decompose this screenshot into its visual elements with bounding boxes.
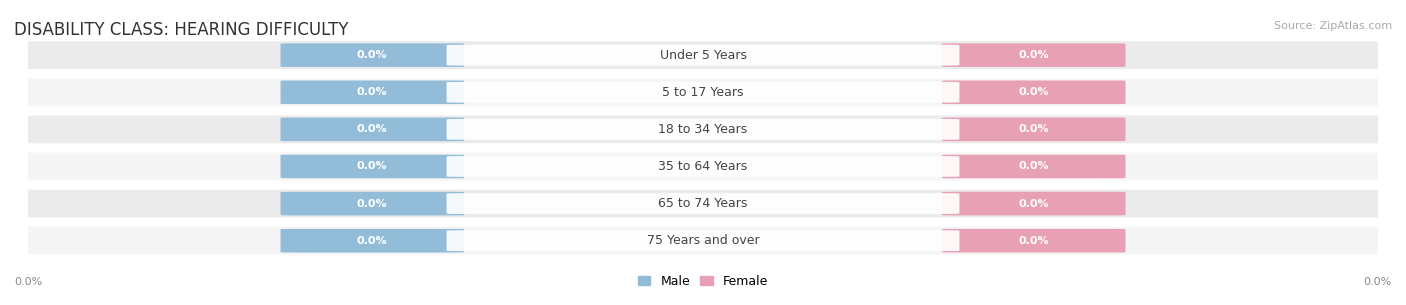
FancyBboxPatch shape bbox=[942, 155, 1125, 178]
Text: 0.0%: 0.0% bbox=[1018, 161, 1049, 171]
Text: Under 5 Years: Under 5 Years bbox=[659, 49, 747, 62]
FancyBboxPatch shape bbox=[21, 116, 1385, 143]
FancyBboxPatch shape bbox=[447, 230, 959, 251]
FancyBboxPatch shape bbox=[942, 43, 1125, 67]
FancyBboxPatch shape bbox=[281, 192, 464, 215]
FancyBboxPatch shape bbox=[942, 81, 1125, 104]
FancyBboxPatch shape bbox=[21, 152, 1385, 180]
Text: 0.0%: 0.0% bbox=[14, 277, 42, 287]
Text: 0.0%: 0.0% bbox=[1364, 277, 1392, 287]
Text: 0.0%: 0.0% bbox=[1018, 50, 1049, 60]
Text: Source: ZipAtlas.com: Source: ZipAtlas.com bbox=[1274, 21, 1392, 31]
FancyBboxPatch shape bbox=[21, 41, 1385, 69]
Text: 0.0%: 0.0% bbox=[357, 124, 388, 135]
FancyBboxPatch shape bbox=[942, 229, 1125, 253]
FancyBboxPatch shape bbox=[942, 192, 1125, 215]
FancyBboxPatch shape bbox=[281, 81, 464, 104]
Text: DISABILITY CLASS: HEARING DIFFICULTY: DISABILITY CLASS: HEARING DIFFICULTY bbox=[14, 21, 349, 39]
Text: 0.0%: 0.0% bbox=[357, 199, 388, 209]
FancyBboxPatch shape bbox=[447, 193, 959, 214]
FancyBboxPatch shape bbox=[447, 45, 959, 66]
Text: 0.0%: 0.0% bbox=[357, 50, 388, 60]
FancyBboxPatch shape bbox=[281, 229, 464, 253]
FancyBboxPatch shape bbox=[281, 155, 464, 178]
FancyBboxPatch shape bbox=[447, 82, 959, 103]
FancyBboxPatch shape bbox=[447, 156, 959, 177]
Text: 35 to 64 Years: 35 to 64 Years bbox=[658, 160, 748, 173]
FancyBboxPatch shape bbox=[281, 43, 464, 67]
FancyBboxPatch shape bbox=[21, 227, 1385, 255]
Text: 5 to 17 Years: 5 to 17 Years bbox=[662, 86, 744, 99]
Text: 75 Years and over: 75 Years and over bbox=[647, 234, 759, 247]
Text: 0.0%: 0.0% bbox=[1018, 87, 1049, 97]
Text: 0.0%: 0.0% bbox=[357, 161, 388, 171]
Text: 0.0%: 0.0% bbox=[1018, 124, 1049, 135]
Text: 0.0%: 0.0% bbox=[357, 87, 388, 97]
Legend: Male, Female: Male, Female bbox=[633, 270, 773, 293]
Text: 65 to 74 Years: 65 to 74 Years bbox=[658, 197, 748, 210]
FancyBboxPatch shape bbox=[281, 117, 464, 141]
FancyBboxPatch shape bbox=[21, 78, 1385, 106]
Text: 0.0%: 0.0% bbox=[357, 236, 388, 246]
Text: 18 to 34 Years: 18 to 34 Years bbox=[658, 123, 748, 136]
FancyBboxPatch shape bbox=[447, 119, 959, 140]
FancyBboxPatch shape bbox=[21, 190, 1385, 217]
FancyBboxPatch shape bbox=[942, 117, 1125, 141]
Text: 0.0%: 0.0% bbox=[1018, 236, 1049, 246]
Text: 0.0%: 0.0% bbox=[1018, 199, 1049, 209]
